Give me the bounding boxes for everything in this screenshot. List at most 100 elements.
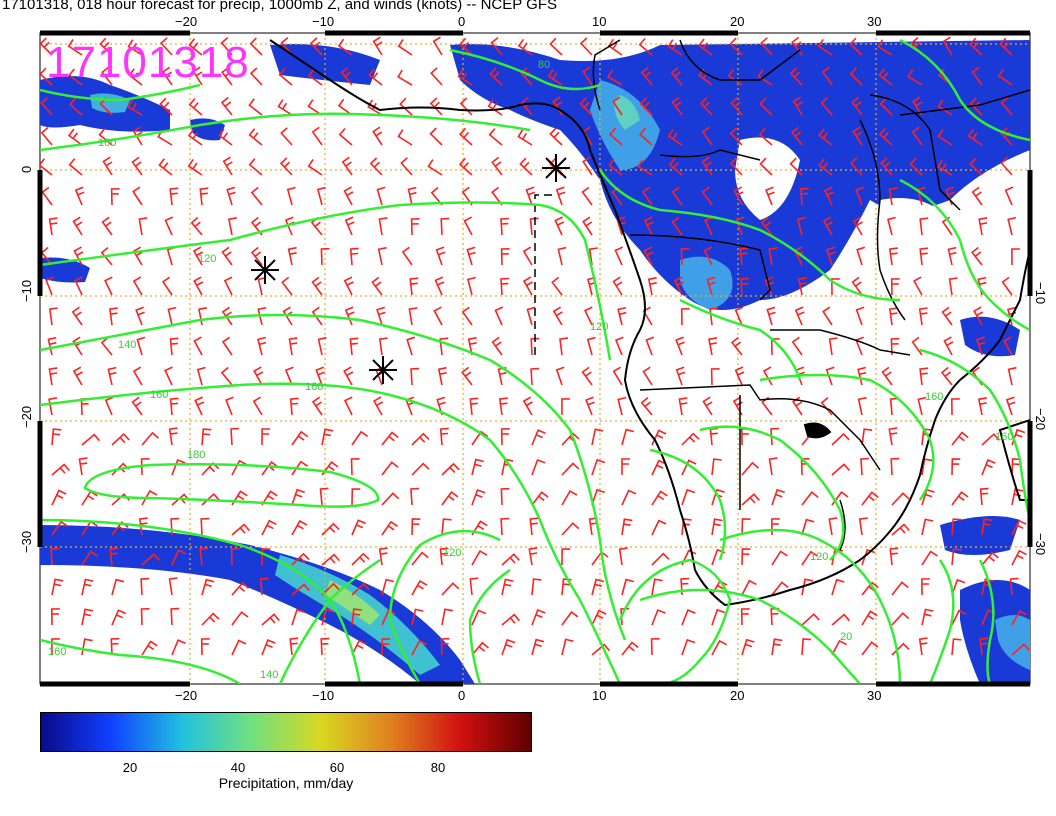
wind-barb <box>257 336 267 356</box>
contour-line <box>468 568 511 684</box>
wind-barb <box>919 247 929 266</box>
wind-barb <box>913 276 923 296</box>
wind-barb <box>494 306 504 326</box>
wind-barb <box>50 608 60 626</box>
wind-barb <box>680 247 690 266</box>
wind-barb <box>200 517 210 536</box>
wind-barb <box>441 490 459 506</box>
wind-barb <box>252 396 263 416</box>
wind-barb <box>981 518 993 536</box>
wind-barb <box>491 336 503 356</box>
wind-barb <box>591 458 606 476</box>
wind-barb <box>158 158 173 176</box>
colorbar-label: Precipitation, mm/day <box>218 775 354 791</box>
wind-barb <box>463 216 473 236</box>
wind-barb <box>531 638 545 656</box>
star-marker <box>369 356 397 384</box>
wind-barb <box>231 459 247 476</box>
wind-barb <box>861 428 873 446</box>
wind-barb <box>790 126 803 146</box>
wind-barb <box>311 396 323 416</box>
wind-barb <box>381 638 391 656</box>
wind-barb <box>351 430 369 446</box>
wind-barb <box>161 276 173 296</box>
wind-barb <box>617 306 627 326</box>
wind-barb <box>81 578 94 596</box>
wind-barb <box>371 276 383 296</box>
wind-barb <box>667 128 683 146</box>
wind-barb <box>159 97 173 116</box>
wind-barb <box>519 157 533 176</box>
wind-barb <box>702 396 713 416</box>
wind-barb <box>167 306 177 326</box>
wind-barb <box>861 548 876 566</box>
wind-barb <box>400 157 413 176</box>
wind-barb <box>71 306 83 326</box>
wind-barb <box>849 157 863 176</box>
wind-barb <box>796 216 806 236</box>
wind-barb <box>637 159 653 176</box>
markers <box>251 154 570 384</box>
wind-barb <box>349 337 359 356</box>
wind-barb <box>410 487 420 506</box>
wind-barb <box>278 68 293 86</box>
wind-barb <box>461 366 473 386</box>
wind-barb <box>501 553 520 566</box>
wind-barb <box>319 487 329 506</box>
lat-label-left: 0 <box>19 166 34 173</box>
wind-barb <box>74 276 83 296</box>
wind-barb <box>947 246 957 266</box>
wind-barb <box>437 366 447 386</box>
wind-barb <box>107 366 117 386</box>
wind-barb <box>529 517 539 536</box>
wind-barb <box>51 428 62 446</box>
precip-area <box>960 316 1020 357</box>
wind-barb <box>531 491 549 506</box>
wind-barb <box>471 550 488 566</box>
wind-barb <box>141 553 160 566</box>
wind-barb <box>488 128 503 146</box>
wind-barb <box>40 158 53 176</box>
country-border <box>839 499 846 551</box>
wind-barb <box>376 186 386 206</box>
wind-barb <box>458 127 473 146</box>
wind-barb <box>458 157 473 176</box>
wind-barb <box>889 547 899 566</box>
wind-barb <box>621 641 639 656</box>
wind-barb <box>471 430 489 446</box>
wind-barb <box>351 519 367 536</box>
wind-barb <box>248 128 263 146</box>
wind-barb <box>826 246 836 266</box>
wind-barb <box>561 610 579 626</box>
wind-barb <box>100 336 113 356</box>
wind-barb <box>921 550 938 566</box>
wind-barb <box>799 187 809 206</box>
wind-barb <box>441 608 453 626</box>
wind-barb <box>709 307 719 326</box>
wind-barb <box>469 577 479 596</box>
wind-barb <box>81 608 94 626</box>
wind-barb <box>891 642 910 656</box>
wind-barb <box>1011 643 1030 656</box>
wind-barb <box>612 276 623 296</box>
wind-barb <box>440 217 450 236</box>
wind-barb <box>40 126 53 146</box>
wind-barb <box>588 247 598 266</box>
wind-barb <box>221 336 233 356</box>
wind-barb <box>132 366 143 386</box>
wind-barb <box>230 548 240 566</box>
wind-barb <box>651 459 667 476</box>
country-border <box>679 39 801 81</box>
wind-barb <box>501 638 516 656</box>
wind-barb <box>733 186 744 206</box>
wind-barb <box>311 126 323 146</box>
wind-barb <box>291 488 305 506</box>
wind-barb <box>489 67 503 86</box>
wind-barb <box>381 609 397 626</box>
wind-barb <box>138 517 148 536</box>
wind-barb <box>47 336 57 356</box>
wind-barb <box>698 38 713 56</box>
wind-barb <box>758 127 773 146</box>
wind-barb <box>441 462 460 476</box>
wind-barb <box>861 491 879 506</box>
